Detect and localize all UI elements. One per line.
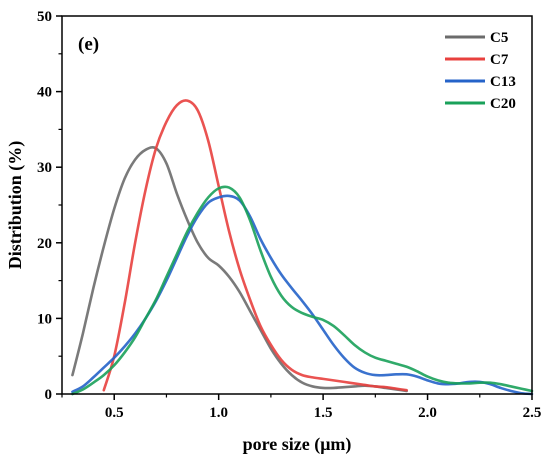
series-line-c5 bbox=[71, 145, 408, 393]
series-line-c7 bbox=[102, 99, 408, 392]
x-tick-label: 1.5 bbox=[314, 405, 333, 421]
legend-label-c20: C20 bbox=[490, 96, 516, 112]
y-tick-label: 50 bbox=[37, 9, 52, 25]
y-axis-title: Distribution (%) bbox=[5, 141, 26, 270]
y-tick-label: 20 bbox=[37, 236, 52, 252]
x-axis-ticks: 0.5 1.0 1.5 2.0 2.5 bbox=[61, 394, 542, 421]
series-line-c20 bbox=[71, 185, 534, 396]
y-tick-label: 0 bbox=[45, 387, 53, 403]
x-tick-label: 0.5 bbox=[105, 405, 124, 421]
legend-label-c13: C13 bbox=[490, 74, 516, 90]
y-tick-label: 40 bbox=[37, 85, 52, 101]
x-tick-label: 2.0 bbox=[418, 405, 437, 421]
y-tick-label: 30 bbox=[37, 160, 52, 176]
y-tick-label: 10 bbox=[37, 311, 52, 327]
x-tick-label: 1.0 bbox=[209, 405, 228, 421]
y-axis-ticks: 0 10 20 30 40 50 bbox=[37, 9, 62, 403]
legend: C5 C7 C13 C20 bbox=[445, 30, 516, 112]
panel-label: (e) bbox=[78, 34, 99, 55]
x-axis-title: pore size (μm) bbox=[243, 434, 352, 455]
series-line-c13 bbox=[71, 194, 534, 396]
series-curves bbox=[71, 99, 534, 396]
legend-label-c7: C7 bbox=[490, 52, 509, 68]
legend-label-c5: C5 bbox=[490, 30, 508, 46]
x-tick-label: 2.5 bbox=[523, 405, 542, 421]
